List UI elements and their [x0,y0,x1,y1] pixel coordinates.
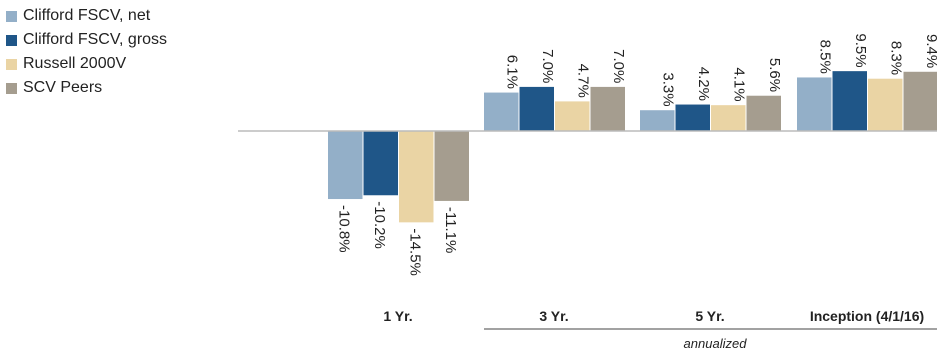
bar [363,131,398,196]
data-label: 8.3% [887,41,904,75]
bar [590,86,625,131]
data-label: 8.5% [816,40,833,74]
legend-label-peers: SCV Peers [23,79,103,96]
data-label: 7.0% [539,49,556,83]
legend: Clifford FSCV, net Clifford FSCV, gross … [6,4,167,100]
data-label: 4.1% [730,67,747,101]
data-label: 3.3% [659,72,676,106]
bar [797,77,832,131]
legend-swatch-gross [6,34,17,46]
bar [832,71,867,131]
legend-item-gross: Clifford FSCV, gross [6,28,167,52]
bar [434,131,469,201]
category-label: Inception (4/1/16) [810,308,924,324]
bar [399,131,434,223]
data-label: 7.0% [610,49,627,83]
data-label: -11.1% [442,207,459,253]
data-label: 5.6% [766,58,783,92]
legend-swatch-russell [6,58,17,70]
data-label: -10.8% [335,205,352,253]
bar [746,95,781,131]
data-label: -10.2% [371,201,388,249]
legend-item-net: Clifford FSCV, net [6,4,167,28]
bar [640,110,675,131]
category-label: 5 Yr. [695,308,724,324]
legend-swatch-peers [6,82,17,94]
legend-label-net: Clifford FSCV, net [23,7,151,24]
data-label: 4.7% [574,64,591,98]
data-label: 4.2% [695,67,712,101]
legend-label-russell: Russell 2000V [23,55,127,72]
bar [328,131,363,200]
data-label: 6.1% [503,55,520,89]
bar [868,78,903,131]
legend-swatch-net [6,10,17,22]
bar [903,71,937,131]
legend-item-russell: Russell 2000V [6,52,167,76]
bar [484,92,519,131]
legend-label-gross: Clifford FSCV, gross [23,31,168,48]
bar [711,105,746,131]
category-label: 1 Yr. [383,308,412,324]
data-label: -14.5% [406,228,423,276]
legend-item-peers: SCV Peers [6,76,167,100]
data-label: 9.4% [923,34,937,68]
data-label: 9.5% [852,33,869,67]
annualized-note: annualized [684,336,748,351]
bar [675,104,710,131]
bar [519,86,554,131]
category-label: 3 Yr. [539,308,568,324]
bar [555,101,590,131]
